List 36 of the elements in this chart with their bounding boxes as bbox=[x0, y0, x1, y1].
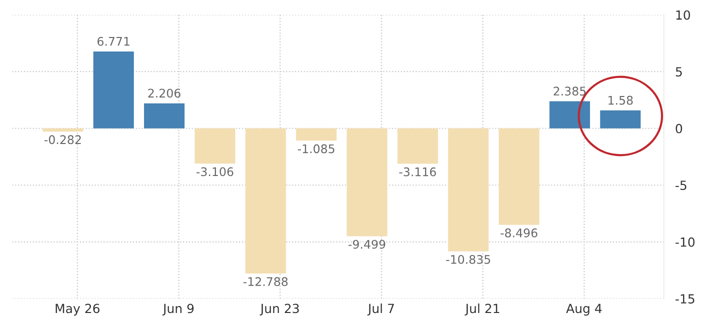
bar bbox=[600, 110, 641, 128]
y-tick-label: 0 bbox=[676, 124, 682, 134]
x-tick-label: Jun 9 bbox=[162, 304, 194, 316]
data-label: -8.496 bbox=[500, 228, 538, 238]
data-label: -9.499 bbox=[348, 240, 386, 249]
data-label: -3.106 bbox=[196, 167, 234, 176]
data-label: -1.085 bbox=[298, 144, 334, 154]
bar bbox=[346, 128, 388, 236]
y-tick-label: -10 bbox=[676, 237, 695, 247]
bar bbox=[42, 128, 84, 132]
bar bbox=[296, 128, 337, 141]
data-label: -0.282 bbox=[44, 135, 81, 144]
data-label: 2.206 bbox=[148, 88, 180, 98]
x-tick-label: Jul 21 bbox=[464, 304, 500, 316]
data-label: -10.835 bbox=[446, 254, 490, 264]
bar bbox=[245, 128, 286, 274]
bar bbox=[144, 103, 185, 128]
x-tick-label: Jul 7 bbox=[367, 304, 394, 316]
data-label: 1.58 bbox=[608, 96, 633, 105]
x-tick-label: May 26 bbox=[56, 304, 100, 316]
data-label: -12.788 bbox=[243, 277, 288, 286]
bar bbox=[93, 52, 134, 128]
bar bbox=[397, 128, 438, 164]
x-tick-label: Jun 23 bbox=[260, 304, 299, 316]
bar bbox=[549, 101, 590, 128]
y-tick-label: -5 bbox=[676, 180, 686, 190]
x-tick-label: Aug 4 bbox=[566, 304, 602, 316]
data-label: 2.385 bbox=[554, 86, 586, 96]
bar bbox=[448, 128, 489, 252]
data-label: 6.771 bbox=[98, 36, 130, 46]
y-tick-label: 10 bbox=[676, 10, 690, 20]
bar bbox=[194, 128, 236, 164]
y-tick-label: -15 bbox=[676, 294, 694, 304]
bar bbox=[498, 128, 540, 225]
data-label: -3.116 bbox=[399, 167, 436, 176]
y-tick-label: 5 bbox=[676, 67, 682, 77]
